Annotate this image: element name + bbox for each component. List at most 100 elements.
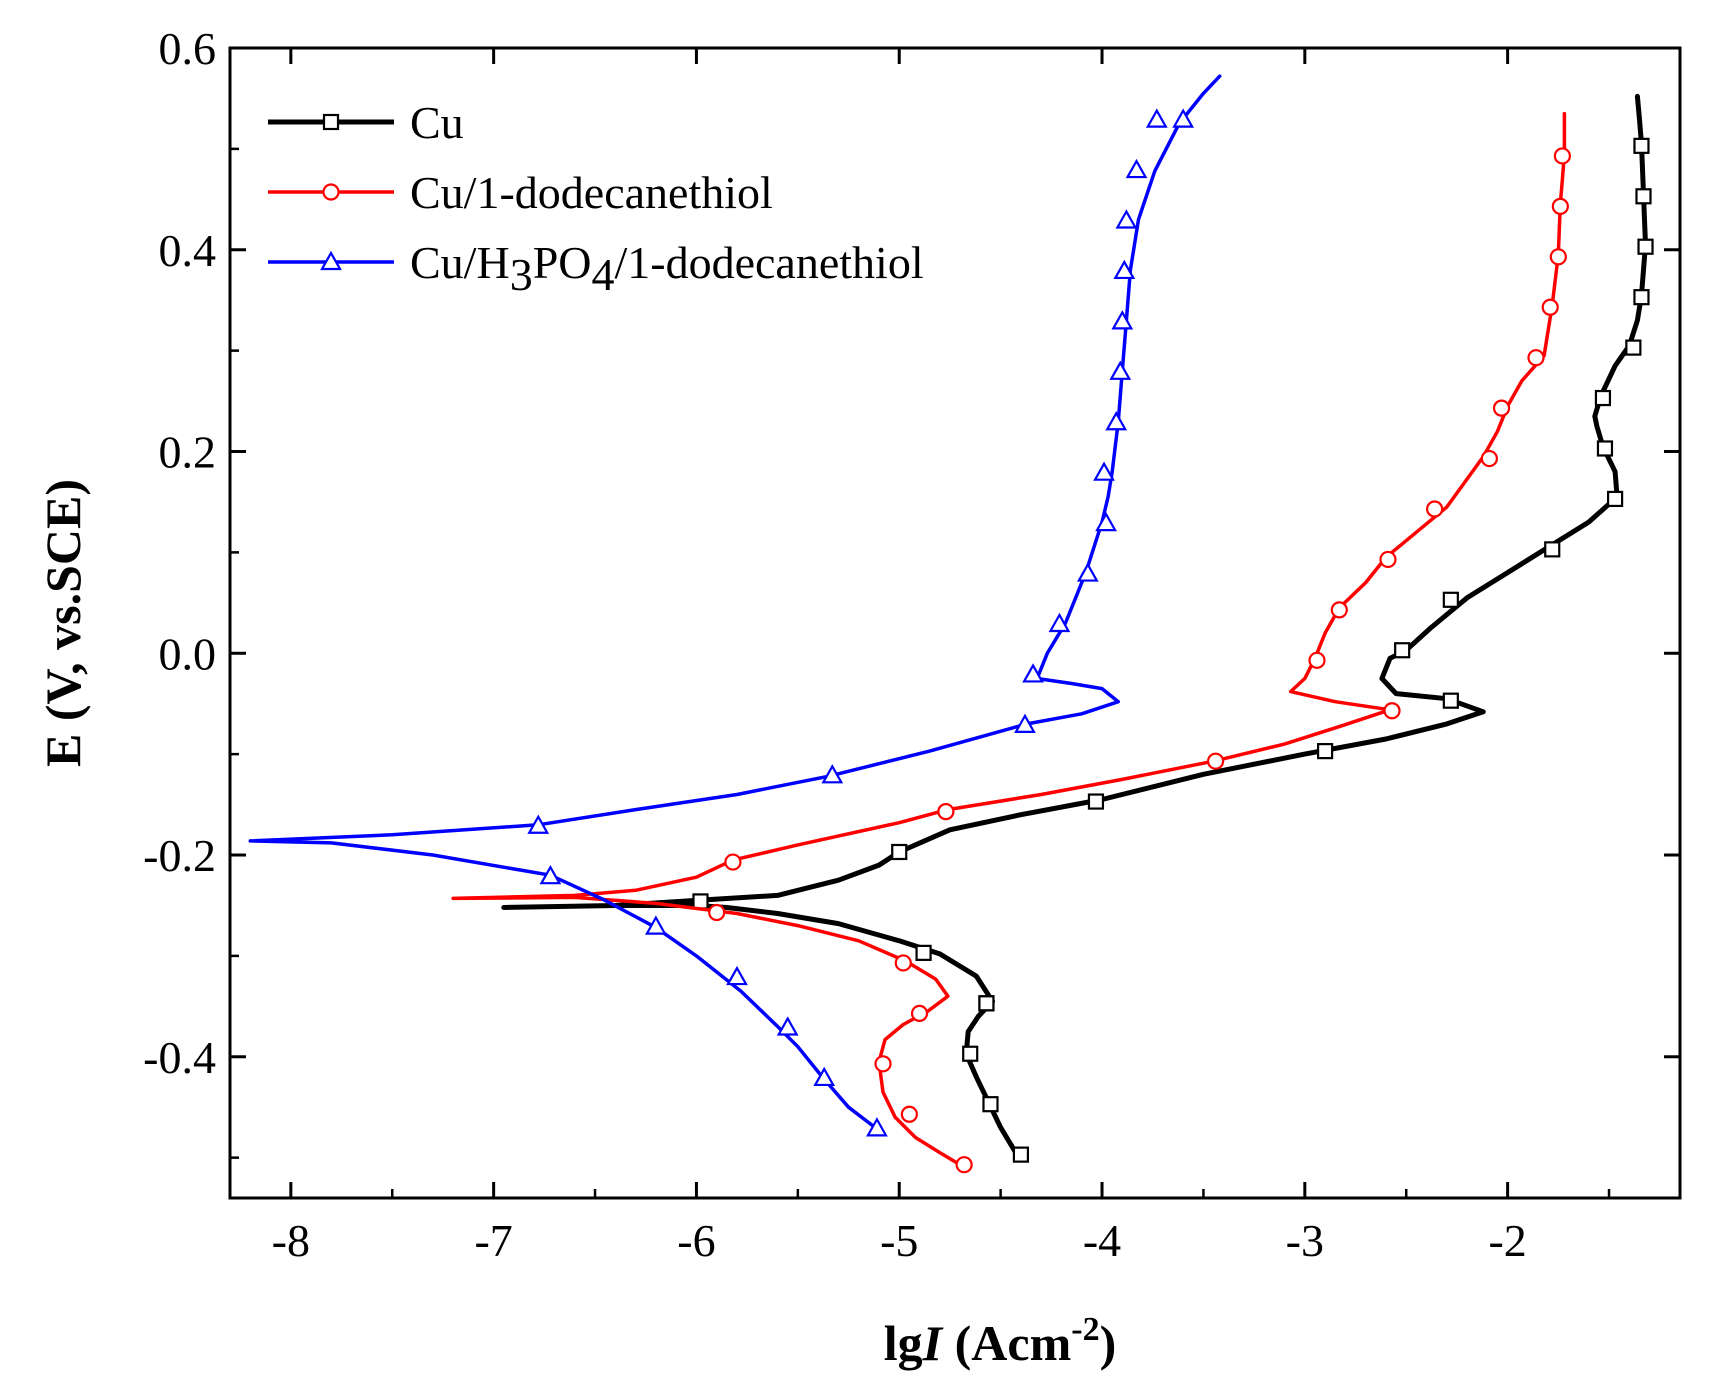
data-point xyxy=(1308,651,1326,669)
data-point xyxy=(1594,389,1612,407)
data-point xyxy=(982,1096,999,1113)
data-point xyxy=(1317,743,1334,760)
y-axis-title: E (V, vs.SCE) xyxy=(35,479,91,767)
data-point xyxy=(1442,692,1459,709)
tick-layer: -8 -7 -6 -5 -4 -3 -2 -0.4 -0.2 0.0 0.2 0.4 0.6 xyxy=(143,23,1680,1266)
data-point xyxy=(1125,158,1148,179)
data-point xyxy=(724,853,742,871)
y-tick-label: 0.2 xyxy=(159,427,217,478)
legend-entry: Cu/H3PO4/1-dodecanethiol xyxy=(268,237,924,300)
data-point xyxy=(1527,349,1545,367)
x-tick-label: -4 xyxy=(1083,1215,1121,1266)
data-point xyxy=(891,843,908,861)
legend-text-part: Cu/1-dodecanethiol xyxy=(410,167,773,218)
data-point xyxy=(1109,360,1132,380)
data-point xyxy=(776,1016,799,1036)
data-point xyxy=(708,903,726,922)
legend: Cu Cu/1-dodecanethiol Cu/H3PO4/1-dodecanet… xyxy=(268,97,924,300)
data-point xyxy=(813,1066,836,1087)
y-tick-label: 0.0 xyxy=(159,628,217,679)
data-point xyxy=(1076,562,1099,582)
data-point xyxy=(900,1105,918,1123)
data-point xyxy=(894,954,912,972)
data-point xyxy=(692,893,709,910)
data-point xyxy=(1014,713,1036,733)
data-point xyxy=(1012,1146,1030,1163)
legend-subscript: 3 xyxy=(510,249,533,300)
data-point xyxy=(1544,541,1561,558)
data-point xyxy=(978,995,995,1012)
legend-marker xyxy=(322,183,340,201)
legend-marker xyxy=(322,113,340,131)
y-tick-label: -0.4 xyxy=(143,1032,216,1083)
data-point xyxy=(1105,411,1128,431)
legend-marker xyxy=(320,250,342,271)
data-point xyxy=(1549,248,1567,266)
data-point xyxy=(1635,188,1652,205)
data-point xyxy=(1379,550,1397,569)
data-point xyxy=(1145,108,1168,128)
data-point xyxy=(1048,612,1071,633)
data-point xyxy=(1442,591,1459,608)
data-point xyxy=(937,803,955,821)
x-tick-label: -3 xyxy=(1286,1215,1324,1266)
legend-entry: Cu xyxy=(268,97,464,148)
data-point xyxy=(1625,339,1642,356)
x-axis-title-close: ) xyxy=(1100,1315,1117,1371)
series-1 xyxy=(451,111,1571,1174)
series-0 xyxy=(501,93,1654,1163)
y-tick-label: -0.2 xyxy=(143,830,216,881)
legend-label: Cu/1-dodecanethiol xyxy=(410,167,773,218)
x-axis-title-sup: -2 xyxy=(1071,1311,1099,1348)
data-point xyxy=(527,814,550,834)
x-axis-title-italic: I xyxy=(922,1315,944,1371)
legend-text-part: Cu/H xyxy=(410,237,510,288)
legend-text-part: Cu xyxy=(410,97,464,148)
data-point xyxy=(1115,209,1138,229)
x-tick-label: -2 xyxy=(1488,1215,1526,1266)
legend-text-part: /1-dodecanethiol xyxy=(615,237,924,288)
data-point xyxy=(1637,238,1654,255)
series-2 xyxy=(248,74,1222,1137)
data-point xyxy=(1607,490,1624,508)
legend-text-part: PO xyxy=(533,237,592,288)
x-tick-label: -5 xyxy=(880,1215,918,1266)
data-point xyxy=(1596,440,1614,457)
series-layer xyxy=(248,74,1654,1174)
data-point xyxy=(962,1045,979,1062)
data-point xyxy=(1111,310,1134,330)
data-point xyxy=(874,1055,892,1073)
data-point xyxy=(915,944,932,961)
series-line xyxy=(248,74,1222,1130)
data-point xyxy=(539,864,562,885)
series-line xyxy=(451,111,1567,1167)
data-point xyxy=(726,965,748,986)
x-axis-title-prefix: lg xyxy=(884,1315,923,1371)
x-axis-title-rest: (Acm xyxy=(942,1315,1071,1371)
y-tick-label: 0.6 xyxy=(159,23,217,74)
data-point xyxy=(1551,197,1569,215)
data-point xyxy=(1022,663,1044,683)
legend-subscript: 4 xyxy=(592,249,615,300)
legend-label: Cu/H3PO4/1-dodecanethiol xyxy=(410,237,924,300)
legend-label: Cu xyxy=(410,97,464,148)
data-point xyxy=(1093,461,1115,481)
data-point xyxy=(955,1156,973,1174)
data-point xyxy=(1394,642,1411,659)
legend-entry: Cu/1-dodecanethiol xyxy=(268,167,773,218)
y-tick-label: 0.4 xyxy=(159,225,217,276)
data-point xyxy=(1206,752,1225,770)
data-point xyxy=(1426,500,1444,518)
data-point xyxy=(866,1117,888,1137)
data-point xyxy=(1480,449,1498,468)
data-point xyxy=(1492,399,1511,417)
x-tick-label: -8 xyxy=(272,1215,310,1266)
data-point xyxy=(910,1004,929,1022)
data-point xyxy=(1095,511,1117,532)
data-point xyxy=(1383,702,1401,720)
data-point xyxy=(1330,601,1348,619)
x-axis-title: lgI (Acm-2) xyxy=(884,1311,1116,1371)
data-point xyxy=(644,915,667,935)
data-point xyxy=(1553,147,1571,165)
